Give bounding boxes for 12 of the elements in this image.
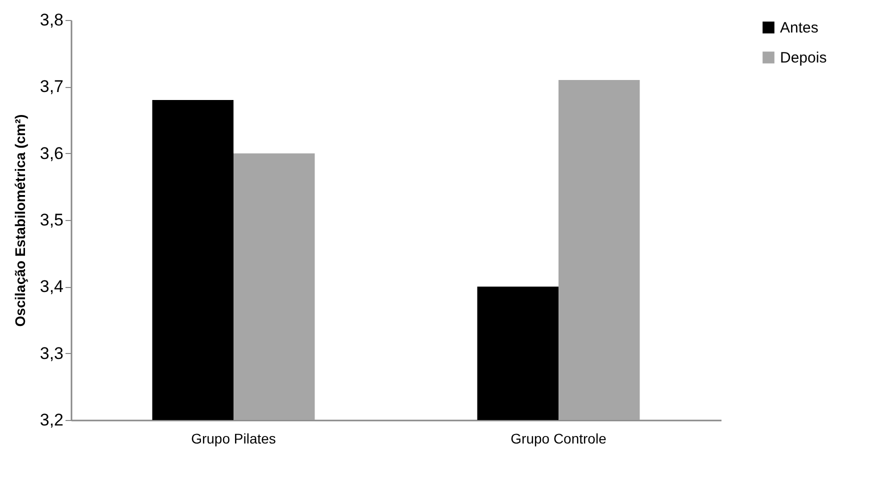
y-tick-label: 3,6 bbox=[40, 144, 64, 163]
y-tick-label: 3,2 bbox=[40, 410, 64, 430]
x-tick-label: Grupo Pilates bbox=[191, 430, 276, 446]
y-axis-title: Oscilação Estabilométrica (cm²) bbox=[12, 114, 28, 327]
y-tick-label: 3,8 bbox=[40, 10, 64, 30]
y-tick-label: 3,4 bbox=[40, 277, 64, 296]
legend-label: Antes bbox=[780, 20, 818, 36]
y-tick-label: 3,5 bbox=[40, 210, 64, 230]
x-tick-label: Grupo Controle bbox=[510, 430, 607, 446]
y-tick-label: 3,3 bbox=[40, 344, 64, 363]
legend-label: Depois bbox=[780, 50, 827, 66]
y-tick-label: 3,7 bbox=[40, 77, 64, 96]
